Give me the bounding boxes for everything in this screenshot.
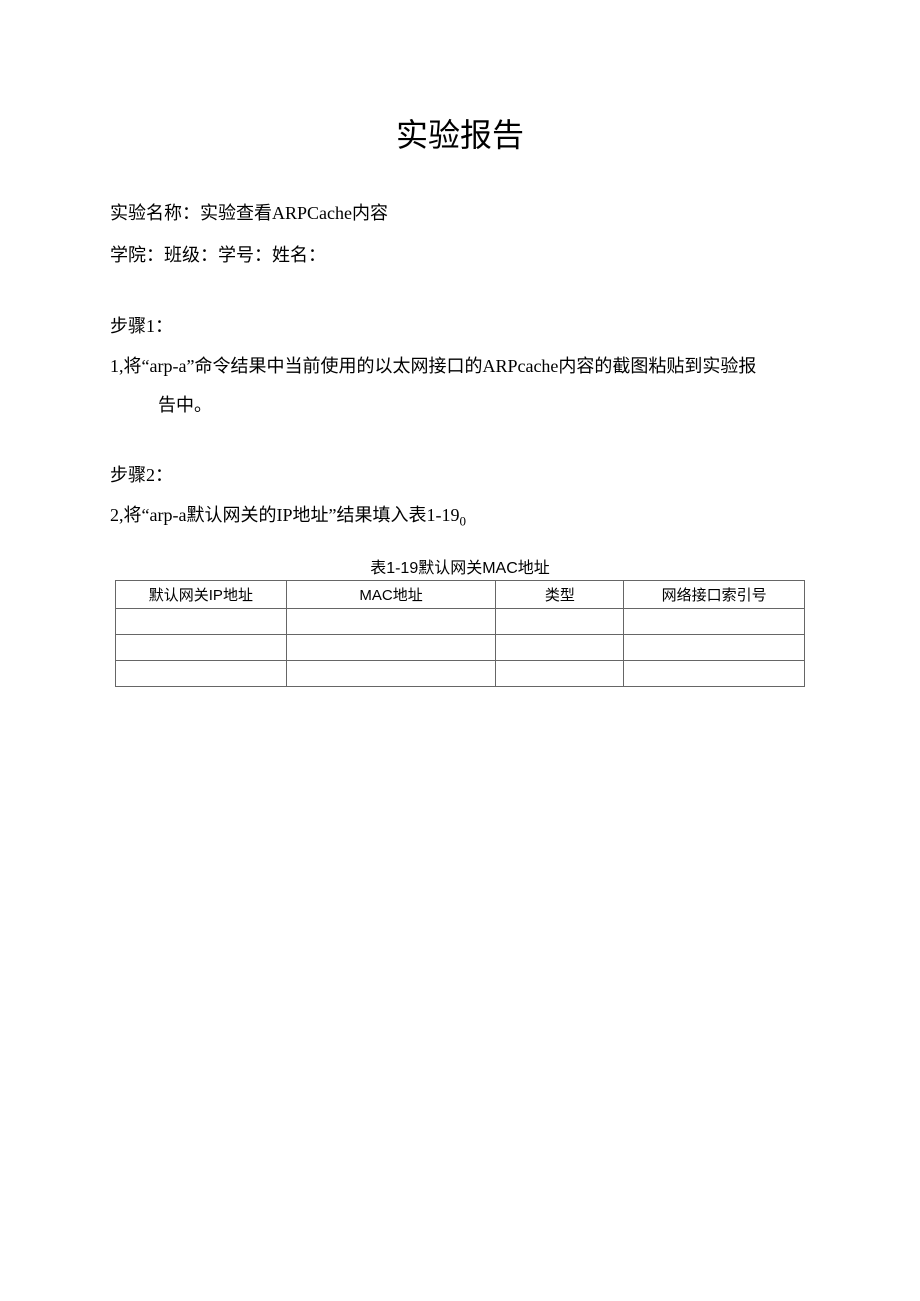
table-header-ip: 默认网关IP地址 [116, 580, 287, 608]
table-cell [116, 608, 287, 634]
table-header-row: 默认网关IP地址 MAC地址 类型 网络接口索引号 [116, 580, 805, 608]
table-cell [116, 634, 287, 660]
table-cell [624, 634, 805, 660]
table-cell [286, 608, 496, 634]
table-header-type: 类型 [496, 580, 624, 608]
report-title: 实验报告 [110, 110, 810, 156]
step2-label: 步骤2： [110, 456, 810, 496]
experiment-name-line: 实验名称：实验查看ARPCache内容 [110, 194, 810, 234]
step2-line1: 2,将“arp-a默认网关的IP地址”结果填入表1-190 [110, 496, 810, 536]
table-cell [286, 660, 496, 686]
table-cell [496, 608, 624, 634]
step1-line2: 告中。 [110, 386, 810, 426]
step2-line1-sub: 0 [459, 513, 466, 528]
table-cell [624, 608, 805, 634]
table-cell [496, 660, 624, 686]
experiment-name-label: 实验名称： [110, 203, 200, 223]
table-row [116, 634, 805, 660]
experiment-name-value: 实验查看ARPCache内容 [200, 203, 388, 223]
table-cell [624, 660, 805, 686]
table-caption: 表1-19默认网关MAC地址 [110, 554, 810, 578]
student-info-line: 学院：班级：学号：姓名： [110, 236, 810, 276]
gateway-mac-table: 默认网关IP地址 MAC地址 类型 网络接口索引号 [115, 580, 805, 687]
table-cell [116, 660, 287, 686]
table-header-ifindex: 网络接口索引号 [624, 580, 805, 608]
table-row [116, 660, 805, 686]
table-cell [496, 634, 624, 660]
step1-line1: 1,将“arp-a”命令结果中当前使用的以太网接口的ARPcache内容的截图粘… [110, 347, 810, 387]
table-header-mac: MAC地址 [286, 580, 496, 608]
table-row [116, 608, 805, 634]
step2-line1-prefix: 2,将“arp-a默认网关的IP地址”结果填入表1-19 [110, 505, 459, 525]
step1-label: 步骤1： [110, 307, 810, 347]
table-cell [286, 634, 496, 660]
